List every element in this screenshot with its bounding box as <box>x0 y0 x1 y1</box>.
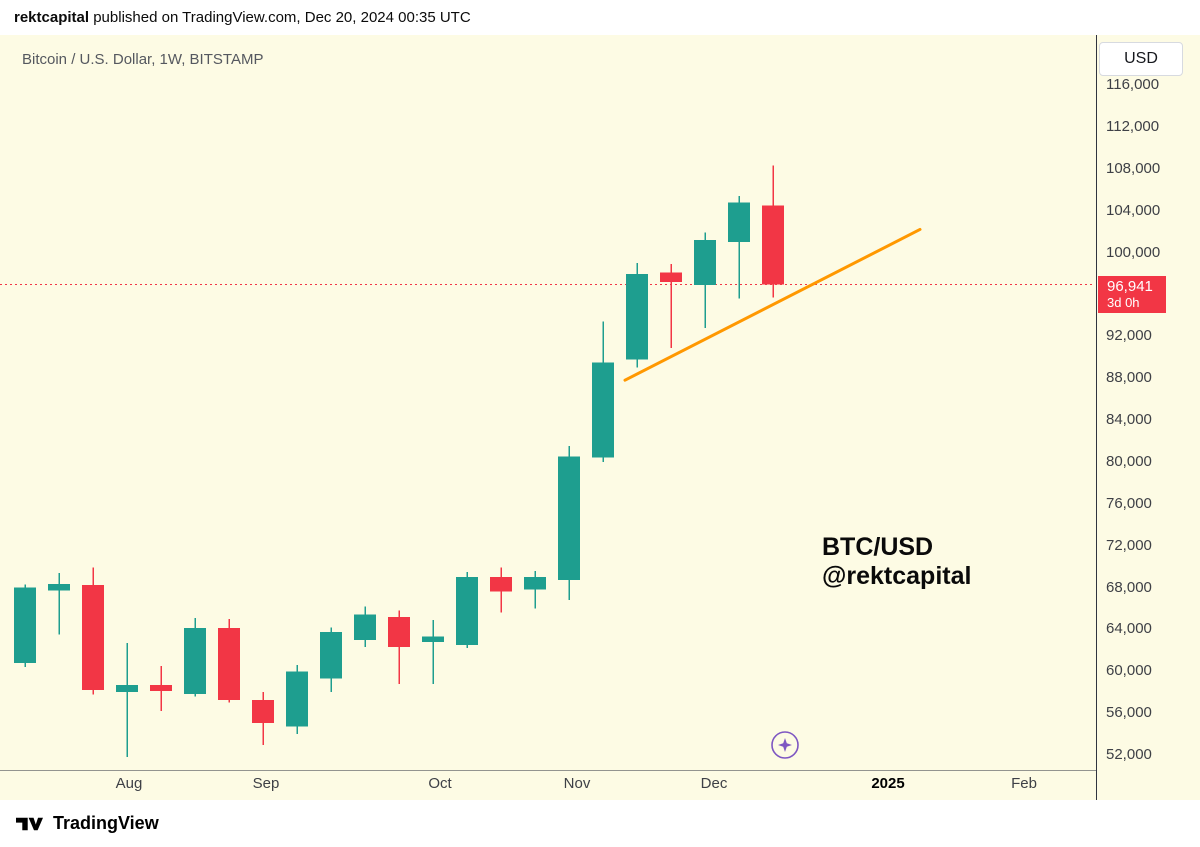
watermark-handle: @rektcapital <box>822 562 972 590</box>
time-axis-label: 2025 <box>871 775 905 792</box>
candle-body <box>558 456 580 581</box>
price-axis-label: 92,000 <box>1106 327 1152 345</box>
price-axis-label: 60,000 <box>1106 662 1152 680</box>
candle-body <box>456 577 478 646</box>
price-axis-label: 68,000 <box>1106 578 1152 596</box>
sparkle-icon <box>778 738 792 752</box>
current-price-value: 96,941 <box>1107 277 1153 295</box>
attribution-bar: rektcapital published on TradingView.com… <box>0 0 1200 35</box>
price-axis-label: 64,000 <box>1106 620 1152 638</box>
candle-body <box>320 631 342 679</box>
candle-body <box>694 239 716 285</box>
candle-body <box>728 202 750 243</box>
candle-body <box>116 684 138 693</box>
symbol-legend[interactable]: Bitcoin / U.S. Dollar, 1W, BITSTAMP <box>22 51 264 68</box>
sparkle-marker-circle[interactable] <box>771 731 799 759</box>
attribution-text: published on TradingView.com, Dec 20, 20… <box>89 9 471 26</box>
time-axis-label: Oct <box>428 775 452 792</box>
candle-body <box>252 699 274 723</box>
price-axis-label: 52,000 <box>1106 746 1152 763</box>
price-axis-label: 104,000 <box>1106 201 1161 219</box>
candle-body <box>82 584 104 691</box>
candle-body <box>218 628 240 700</box>
candle-body <box>524 577 546 590</box>
candle-body <box>490 577 512 592</box>
candle-body <box>422 636 444 642</box>
candle-body <box>762 205 784 285</box>
currency-toggle-button[interactable]: USD <box>1099 42 1183 76</box>
candle-close-countdown: 3d 0h <box>1107 294 1140 310</box>
price-axis-label: 56,000 <box>1106 704 1152 722</box>
candle-body <box>286 671 308 727</box>
price-axis-label: 84,000 <box>1106 411 1152 428</box>
time-axis[interactable]: Aug Sep Oct Nov Dec 2025 Feb <box>0 770 1096 800</box>
time-axis-label: Sep <box>252 775 280 792</box>
price-axis-label: 80,000 <box>1106 452 1152 470</box>
price-axis-label: 108,000 <box>1106 159 1161 177</box>
candlestick-chart[interactable] <box>0 35 1096 770</box>
price-axis-label: 112,000 <box>1106 117 1160 135</box>
time-axis-label: Nov <box>563 775 591 792</box>
price-axis-label: 116,000 <box>1106 76 1160 93</box>
candle-body <box>660 272 682 282</box>
price-axis-separator <box>1096 35 1097 800</box>
watermark-symbol: BTC/USD <box>822 533 934 561</box>
price-axis-label: 88,000 <box>1106 369 1152 387</box>
price-axis-label: 100,000 <box>1106 243 1161 261</box>
tradingview-brand[interactable]: TradingView <box>53 813 159 833</box>
price-axis[interactable]: USD 96,941 3d 0h 116,000 112,000 108,000 10… <box>1096 35 1200 800</box>
price-axis-label: 72,000 <box>1106 536 1152 554</box>
candle-body <box>14 587 36 663</box>
support-trendline[interactable] <box>623 227 922 382</box>
current-price-badge: 96,941 3d 0h <box>1098 275 1166 313</box>
time-axis-label: Dec <box>700 775 728 792</box>
time-axis-label: Feb <box>1011 775 1037 792</box>
candle-body <box>388 616 410 647</box>
candle-body <box>592 362 614 458</box>
candle-body <box>626 273 648 360</box>
candle-body <box>184 628 206 694</box>
tradingview-logo-icon[interactable] <box>15 815 44 833</box>
candle-body <box>150 684 172 692</box>
time-axis-separator <box>0 770 1096 771</box>
chart-watermark: BTC/USD @rektcapital <box>822 533 971 591</box>
author-name: rektcapital <box>14 9 90 26</box>
footer-bar: TradingView <box>0 800 1200 847</box>
time-axis-label: Aug <box>115 775 143 792</box>
chart-area[interactable]: Bitcoin / U.S. Dollar, 1W, BITSTAMP BTC/… <box>0 35 1200 800</box>
price-axis-label: 76,000 <box>1106 494 1152 512</box>
candle-body <box>48 583 70 591</box>
candle-body <box>354 614 376 640</box>
